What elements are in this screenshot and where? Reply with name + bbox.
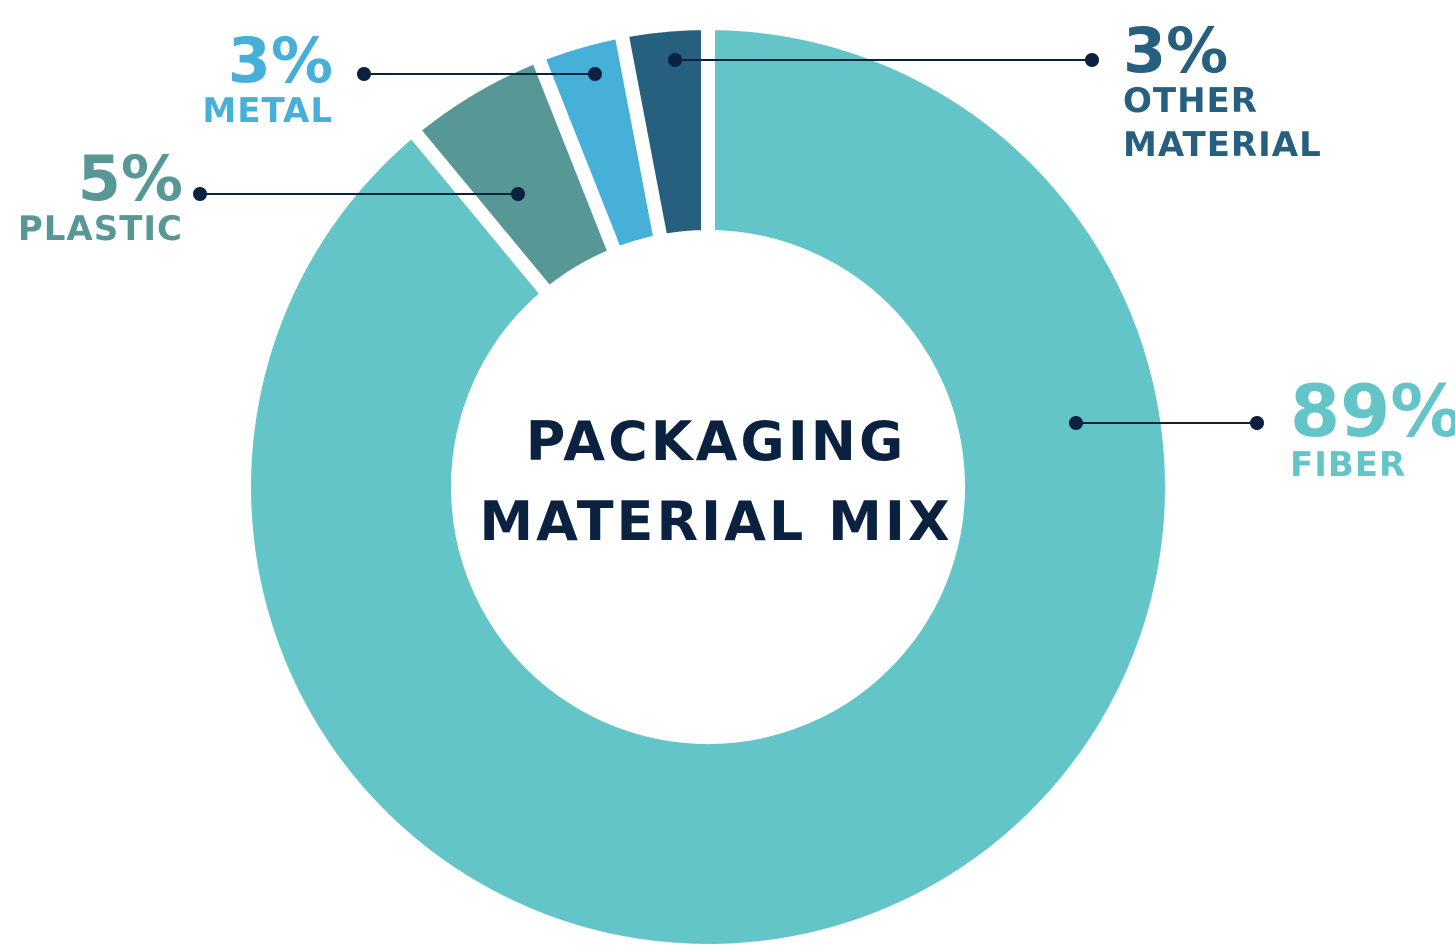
- leader-dot: [193, 187, 207, 201]
- slices-group: [237, 15, 1179, 948]
- slice-fiber: [237, 15, 1179, 948]
- data-label-percent: 3%: [228, 24, 333, 97]
- leader-dot: [1085, 53, 1099, 67]
- leader-lines-group: [193, 53, 1264, 430]
- data-label-percent: 3%: [1123, 14, 1228, 87]
- data-label-category: PLASTIC: [18, 209, 183, 249]
- slice-other-material: [612, 15, 715, 250]
- leader-dot: [1069, 416, 1083, 430]
- data-label-category: METAL: [202, 91, 333, 131]
- data-label-category: OTHER: [1123, 81, 1258, 121]
- chart-title-line-2: MATERIAL MIX: [479, 490, 952, 553]
- leader-dot: [668, 53, 682, 67]
- data-label-percent: 5%: [78, 142, 183, 215]
- leader-dot: [588, 67, 602, 81]
- leader-dot: [1250, 416, 1264, 430]
- data-label-percent: 89%: [1290, 369, 1455, 453]
- chart-title-line-1: PACKAGING: [526, 410, 907, 473]
- data-label-category: MATERIAL: [1123, 125, 1322, 165]
- leader-dot: [511, 187, 525, 201]
- leader-dot: [357, 67, 371, 81]
- data-label-category: FIBER: [1290, 445, 1406, 485]
